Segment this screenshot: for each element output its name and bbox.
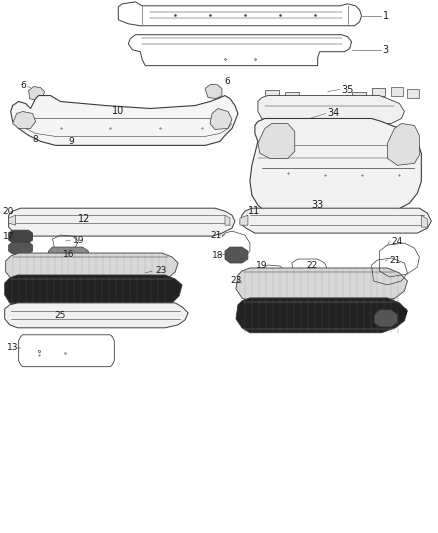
Polygon shape [388,124,419,165]
Polygon shape [352,92,366,100]
Polygon shape [49,247,88,261]
Polygon shape [6,253,178,281]
Text: 18: 18 [212,251,223,260]
Polygon shape [236,268,407,303]
Polygon shape [9,215,16,225]
Text: 35: 35 [342,85,354,94]
Text: 12: 12 [78,214,91,224]
Text: 11: 11 [248,206,260,216]
Text: 16: 16 [63,249,74,259]
Text: 10: 10 [112,107,124,117]
Polygon shape [240,208,431,233]
Text: 9: 9 [68,137,74,146]
Text: 22: 22 [306,261,317,270]
Text: 18: 18 [397,309,409,317]
Text: 19: 19 [256,261,268,270]
Text: 17: 17 [3,232,14,240]
Polygon shape [13,111,35,128]
Text: 3: 3 [382,45,389,55]
Polygon shape [9,208,235,236]
Polygon shape [407,88,419,98]
Polygon shape [250,118,421,215]
Polygon shape [5,275,182,307]
Text: 6: 6 [224,77,230,86]
Polygon shape [28,86,45,101]
Polygon shape [374,310,397,327]
Polygon shape [9,242,32,254]
Text: 21: 21 [210,231,221,240]
Text: 23: 23 [230,277,241,286]
Polygon shape [205,85,222,99]
Polygon shape [11,95,238,146]
Polygon shape [210,109,232,130]
Text: 23: 23 [155,266,166,276]
Polygon shape [265,90,279,98]
Text: 8: 8 [32,135,39,144]
Polygon shape [225,215,230,225]
Text: 20: 20 [3,207,14,216]
Text: 33: 33 [312,200,324,210]
Text: 1: 1 [382,11,389,21]
Text: 21: 21 [389,255,401,264]
Polygon shape [225,247,248,263]
Text: 6: 6 [21,81,26,90]
Polygon shape [371,87,385,95]
Polygon shape [5,303,188,328]
Polygon shape [236,298,407,333]
Polygon shape [9,230,32,243]
Polygon shape [258,95,404,124]
Polygon shape [392,86,403,95]
Text: 19: 19 [72,236,84,245]
Text: 25: 25 [55,311,66,320]
Polygon shape [258,124,295,158]
Polygon shape [240,215,248,225]
Text: 24: 24 [392,237,403,246]
Text: 13: 13 [7,343,18,352]
Text: 34: 34 [328,109,340,118]
Polygon shape [421,215,427,227]
Polygon shape [285,92,299,100]
